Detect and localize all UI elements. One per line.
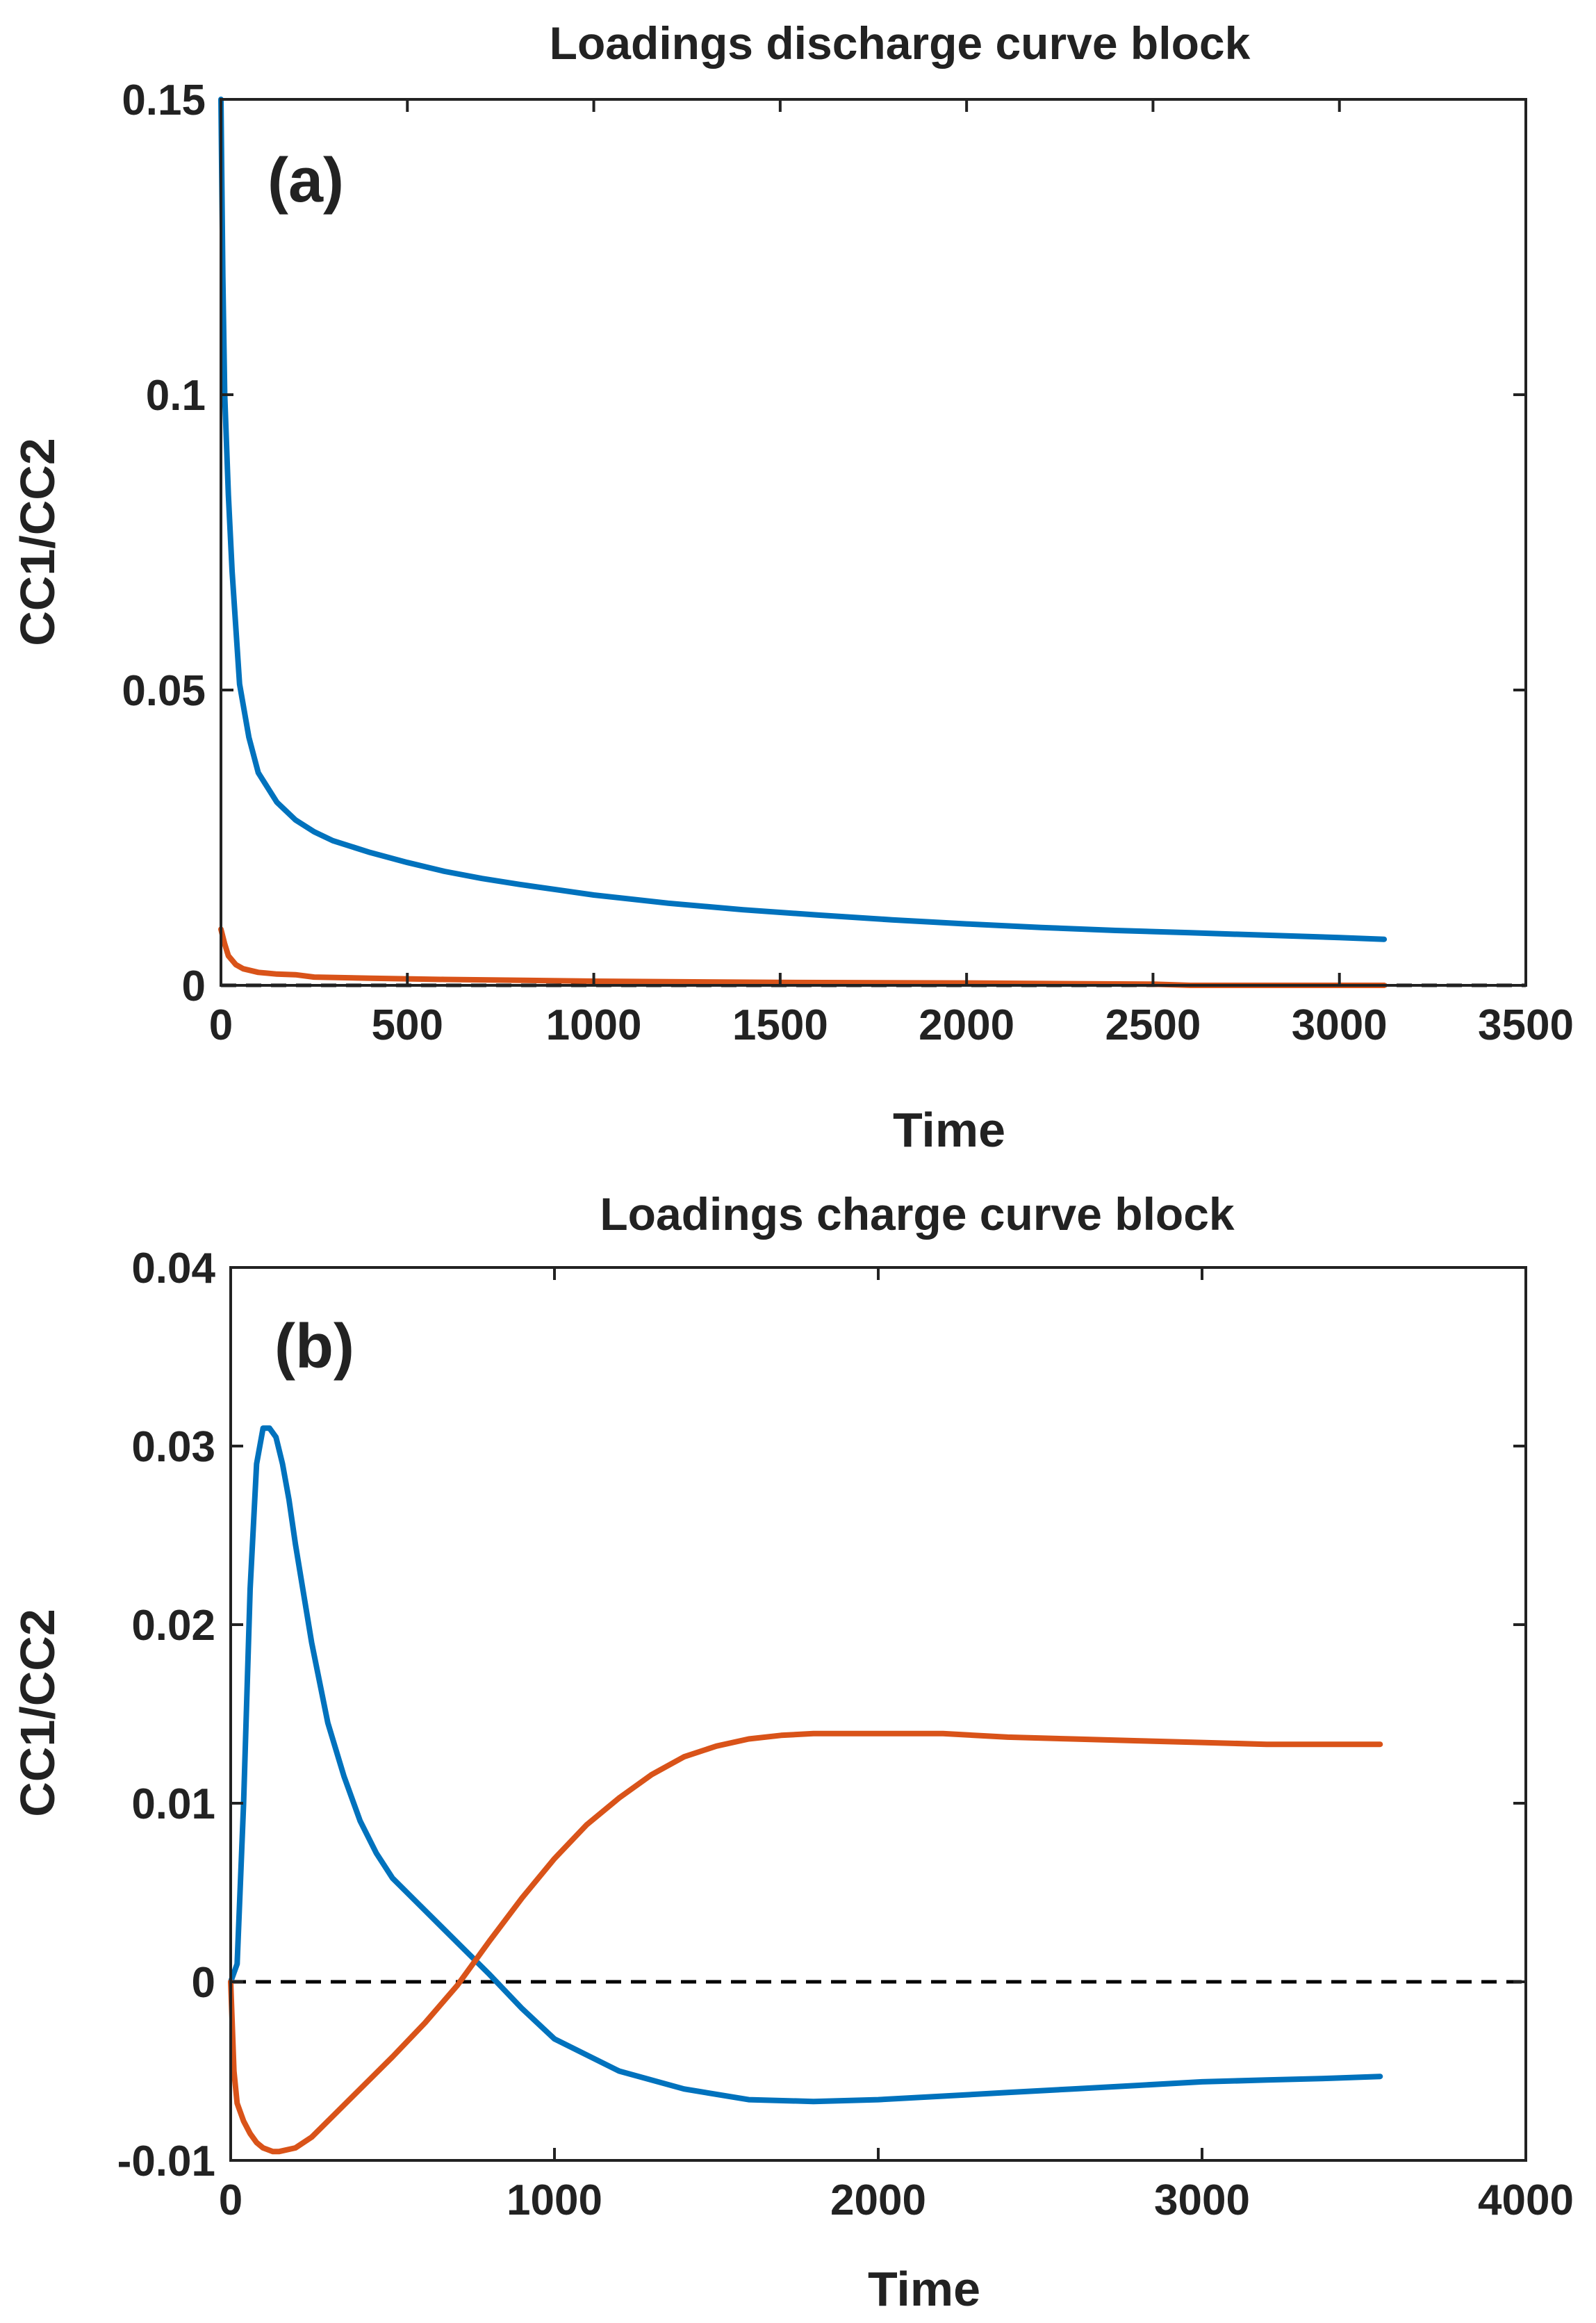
panel-a-label: (a)	[268, 146, 344, 215]
panel-b-xtick-label: 0	[219, 2176, 242, 2224]
panel-b-ytick-label: 0.01	[131, 1780, 215, 1828]
panel-b-ytick-label: 0.04	[131, 1245, 215, 1292]
panel-a-xtick-label: 0	[209, 1001, 233, 1049]
panel-b-plot-area	[228, 1425, 1526, 2155]
panel-a-series-cc2-line	[218, 926, 1388, 988]
panel-b-ytick-label: 0	[192, 1959, 215, 2007]
panel-a: Loadings discharge curve block (a) 0 500 1…	[10, 17, 1574, 1157]
panel-a-ylabel: CC1/CC2	[10, 438, 65, 646]
panel-b-series-cc1-line	[228, 1425, 1383, 2105]
panel-a-xtick-label: 3500	[1478, 1001, 1574, 1049]
panel-a-xlabel: Time	[893, 1103, 1005, 1157]
panel-b-xtick-label: 1000	[507, 2176, 602, 2224]
panel-a-xtick-label: 2000	[919, 1001, 1014, 1049]
panel-b-xlabel: Time	[868, 2262, 980, 2316]
panel-a-ytick-label: 0.1	[146, 372, 206, 420]
panel-b-xtick-label: 2000	[830, 2176, 926, 2224]
panel-a-ytick-label: 0	[182, 962, 206, 1010]
panel-b: Loadings charge curve block (b) 0 1000 200…	[10, 1188, 1574, 2316]
panel-b-xtick-label: 4000	[1478, 2176, 1574, 2224]
panel-a-ytick-label: 0.05	[122, 667, 206, 715]
panel-a-xtick-label: 1000	[546, 1001, 642, 1049]
panel-a-axes-box	[220, 98, 1527, 987]
panel-a-series-cc1-line	[218, 97, 1388, 942]
panel-b-ytick-label: -0.01	[117, 2137, 215, 2185]
panel-a-ytick-label: 0.15	[122, 76, 206, 124]
panel-a-xtick-label: 2500	[1105, 1001, 1201, 1049]
panel-b-title: Loadings charge curve block	[600, 1188, 1235, 1240]
panel-b-label: (b)	[274, 1312, 354, 1381]
panel-b-ylabel: CC1/CC2	[10, 1609, 65, 1817]
panel-a-title: Loadings discharge curve block	[550, 17, 1251, 69]
panel-b-ytick-label: 0.03	[131, 1423, 215, 1471]
panel-b-series-cc2-line	[228, 1730, 1383, 2155]
panel-a-xtick-label: 1500	[732, 1001, 828, 1049]
panel-a-xtick-label: 500	[372, 1001, 443, 1049]
panel-b-xtick-label: 3000	[1154, 2176, 1250, 2224]
panel-a-ticks: 0 500 1000 1500 2000 2500 3000 3500 0 0.05 0.1 0.15	[122, 76, 1574, 1049]
panel-a-xtick-label: 3000	[1292, 1001, 1388, 1049]
panel-b-ytick-label: 0.02	[131, 1602, 215, 1650]
